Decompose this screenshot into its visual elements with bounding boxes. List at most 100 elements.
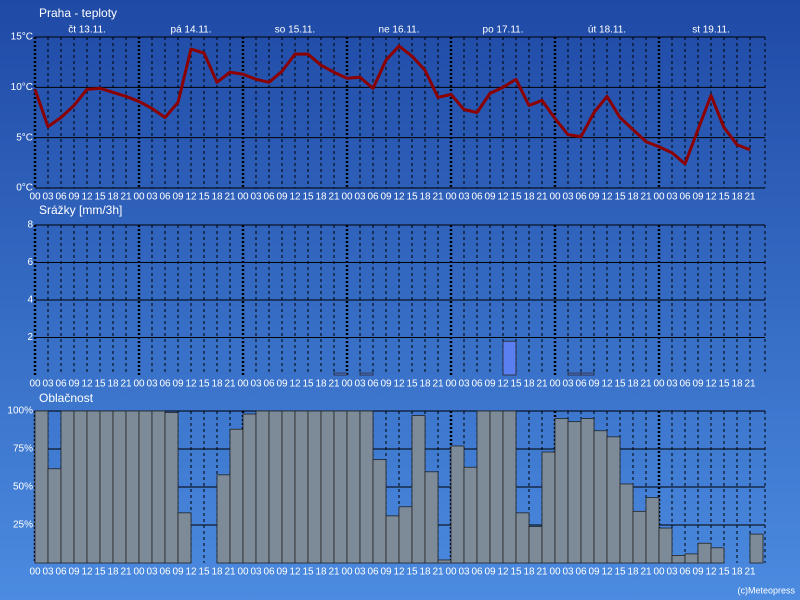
y-tick-label: 25% (13, 520, 33, 531)
x-tick-label: 03 (458, 379, 470, 390)
x-tick-label: 18 (211, 567, 223, 578)
bar (47, 468, 62, 564)
x-tick-label: 21 (536, 192, 548, 203)
x-tick-label: 18 (107, 379, 119, 390)
x-tick-label: 09 (172, 192, 184, 203)
x-tick-label: 03 (562, 192, 574, 203)
x-tick-label: 03 (250, 379, 262, 390)
x-tick-label: 09 (692, 379, 704, 390)
bar (268, 410, 283, 564)
x-tick-label: 00 (341, 192, 353, 203)
x-tick-label: 00 (549, 192, 561, 203)
x-tick-label: 12 (185, 567, 197, 578)
x-tick-label: 09 (276, 379, 288, 390)
y-tick-label: 6 (27, 257, 33, 268)
bar (502, 410, 517, 564)
x-tick-label: 12 (601, 379, 613, 390)
x-tick-label: 15 (302, 379, 314, 390)
x-tick-label: 15 (718, 379, 730, 390)
x-tick-label: 06 (159, 567, 171, 578)
x-tick-label: 06 (55, 192, 67, 203)
y-tick-label: 100% (7, 406, 33, 417)
x-tick-label: 21 (432, 192, 444, 203)
x-tick-label: 03 (42, 192, 54, 203)
x-tick-label: 03 (146, 567, 158, 578)
x-tick-label: 18 (315, 567, 327, 578)
bar (177, 512, 192, 564)
bar (307, 410, 322, 564)
day-label: st 19.11. (692, 25, 730, 36)
x-tick-label: 21 (640, 379, 652, 390)
bar (138, 410, 153, 564)
x-tick-label: 03 (458, 192, 470, 203)
bar (320, 410, 335, 564)
x-tick-label: 06 (679, 192, 691, 203)
bar (515, 512, 530, 564)
x-tick-label: 18 (731, 379, 743, 390)
x-tick-label: 15 (302, 192, 314, 203)
x-tick-label: 15 (406, 567, 418, 578)
x-tick-label: 09 (68, 192, 80, 203)
x-tick-label: 21 (328, 379, 340, 390)
x-tick-label: 18 (627, 567, 639, 578)
x-tick-label: 21 (640, 567, 652, 578)
bar (385, 515, 400, 564)
x-tick-label: 21 (536, 567, 548, 578)
y-tick-label: 75% (13, 444, 33, 455)
x-tick-label: 18 (315, 379, 327, 390)
x-tick-label: 15 (94, 567, 106, 578)
x-tick-label: 03 (146, 192, 158, 203)
x-tick-label: 09 (380, 379, 392, 390)
bar (697, 542, 712, 564)
bar (229, 428, 244, 564)
x-tick-label: 15 (302, 567, 314, 578)
x-tick-label: 06 (55, 567, 67, 578)
day-label: ne 16.11. (379, 25, 420, 36)
x-tick-label: 06 (263, 567, 275, 578)
x-tick-label: 12 (601, 567, 613, 578)
x-tick-label: 06 (159, 192, 171, 203)
x-tick-label: 21 (224, 567, 236, 578)
bar (593, 430, 608, 564)
x-tick-label: 06 (367, 567, 379, 578)
x-tick-label: 00 (653, 379, 665, 390)
bar (554, 418, 569, 564)
x-tick-label: 18 (107, 567, 119, 578)
panel-title: Srážky [mm/3h] (39, 203, 122, 217)
x-tick-label: 12 (289, 567, 301, 578)
x-tick-label: 09 (380, 567, 392, 578)
bar (255, 410, 270, 564)
bar (606, 436, 621, 564)
x-tick-label: 09 (276, 192, 288, 203)
y-tick-label: 15°C (11, 32, 33, 43)
x-tick-label: 12 (289, 192, 301, 203)
bar (567, 421, 582, 564)
day-label: út 18.11. (588, 25, 626, 36)
x-tick-label: 12 (81, 379, 93, 390)
x-tick-label: 00 (237, 379, 249, 390)
x-tick-label: 06 (159, 379, 171, 390)
x-tick-label: 12 (497, 192, 509, 203)
bar (346, 410, 361, 564)
bar (502, 340, 517, 376)
x-tick-label: 09 (68, 567, 80, 578)
x-tick-label: 18 (419, 567, 431, 578)
x-tick-label: 12 (393, 379, 405, 390)
bar (411, 415, 426, 564)
x-tick-label: 03 (562, 567, 574, 578)
x-tick-label: 15 (94, 192, 106, 203)
x-tick-label: 00 (29, 192, 41, 203)
x-tick-label: 15 (614, 567, 626, 578)
x-tick-label: 12 (497, 567, 509, 578)
x-tick-label: 21 (744, 192, 756, 203)
x-tick-label: 00 (653, 567, 665, 578)
bar (632, 510, 647, 564)
x-tick-label: 03 (354, 379, 366, 390)
bar (528, 526, 543, 564)
x-tick-label: 00 (133, 567, 145, 578)
x-tick-label: 18 (419, 192, 431, 203)
x-tick-label: 21 (328, 192, 340, 203)
x-tick-label: 03 (250, 567, 262, 578)
x-tick-label: 15 (718, 567, 730, 578)
